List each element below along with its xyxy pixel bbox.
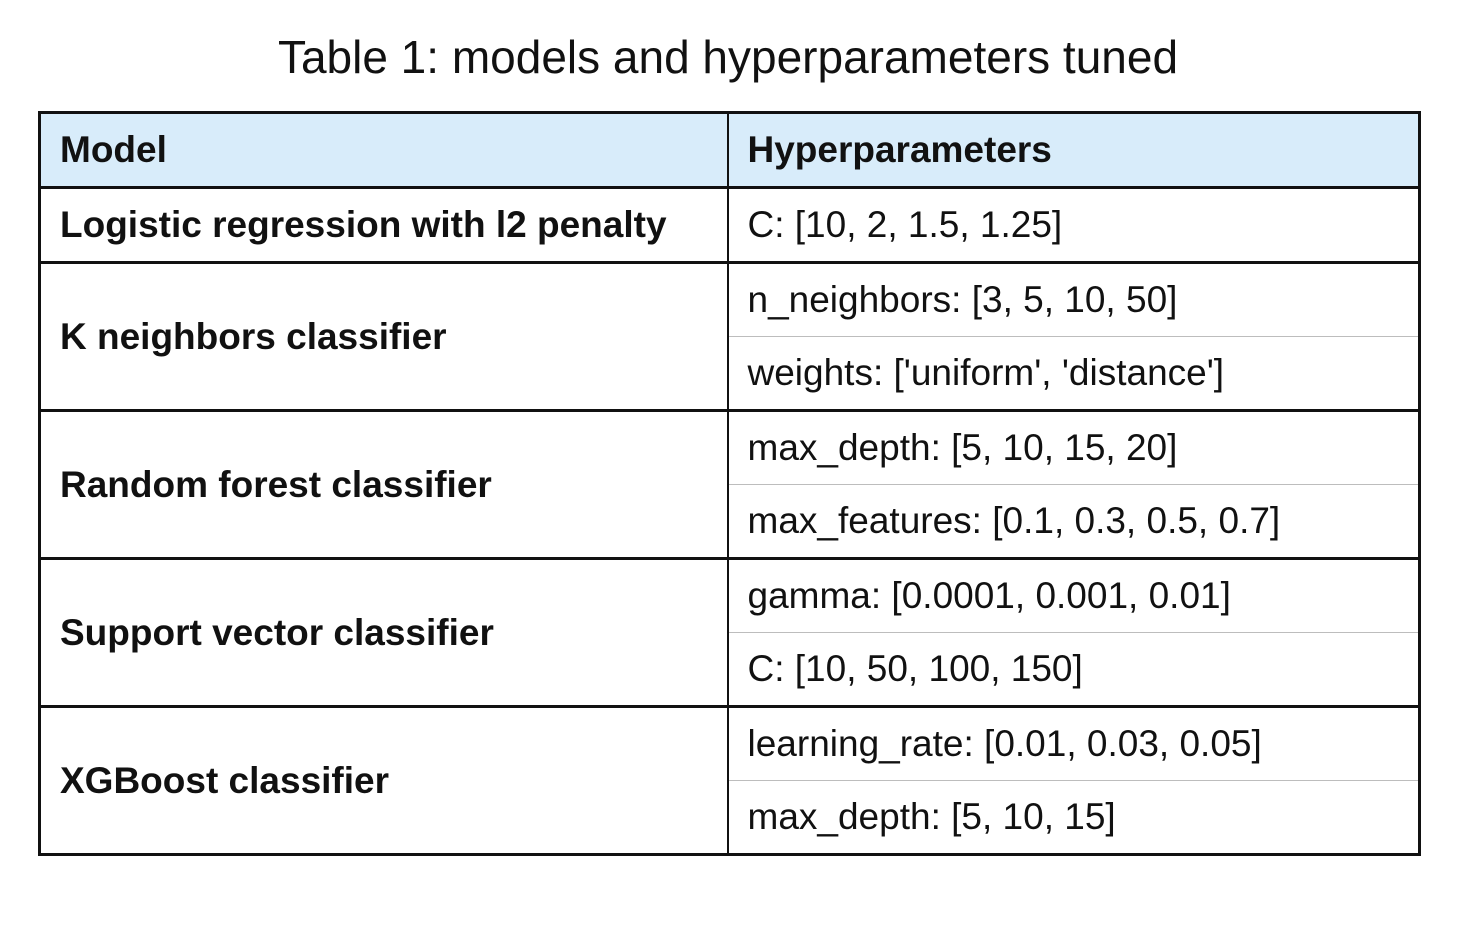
table-header-row: Model Hyperparameters — [39, 112, 1420, 189]
hyperparameter-cell: weights: ['uniform', 'distance'] — [727, 336, 1420, 411]
table-subrow-k-neighbors: weights: ['uniform', 'distance'] — [40, 336, 1420, 411]
column-header-model: Model — [39, 112, 729, 189]
table-row-k-neighbors: K neighbors classifier n_neighbors: [3, … — [39, 261, 1420, 411]
model-name-cell: Random forest classifier — [39, 409, 729, 559]
model-name-cell: Support vector classifier — [39, 557, 729, 707]
hyperparameter-cell: max_depth: [5, 10, 15, 20] — [727, 409, 1420, 485]
hyperparameter-cell: n_neighbors: [3, 5, 10, 50] — [727, 261, 1420, 337]
hyperparameter-cell: C: [10, 2, 1.5, 1.25] — [727, 186, 1420, 263]
column-header-hyperparameters: Hyperparameters — [727, 112, 1420, 189]
models-hyperparameters-table: Model Hyperparameters Logistic regressio… — [38, 111, 1421, 856]
hyperparameter-cell: gamma: [0.0001, 0.001, 0.01] — [727, 557, 1420, 633]
table-row-random-forest: Random forest classifier max_depth: [5, … — [39, 409, 1420, 559]
hyperparameter-cell: learning_rate: [0.01, 0.03, 0.05] — [727, 705, 1420, 781]
table-row-xgboost: XGBoost classifier learning_rate: [0.01,… — [39, 705, 1420, 855]
table-subrow-support-vector: C: [10, 50, 100, 150] — [40, 632, 1420, 707]
table-subrow-random-forest: max_features: [0.1, 0.3, 0.5, 0.7] — [40, 484, 1420, 559]
hyperparameter-cell: C: [10, 50, 100, 150] — [727, 632, 1420, 707]
model-name-cell: Logistic regression with l2 penalty — [39, 186, 729, 263]
table-row-logistic-regression: Logistic regression with l2 penalty C: [… — [39, 186, 1420, 263]
table-subrow-xgboost: max_depth: [5, 10, 15] — [40, 780, 1420, 855]
hyperparameter-cell: max_depth: [5, 10, 15] — [727, 780, 1420, 855]
model-name-cell: K neighbors classifier — [39, 261, 729, 411]
table-row-support-vector: Support vector classifier gamma: [0.0001… — [39, 557, 1420, 707]
table-caption: Table 1: models and hyperparameters tune… — [277, 31, 1179, 83]
model-name-cell: XGBoost classifier — [39, 705, 729, 855]
hyperparameter-cell: max_features: [0.1, 0.3, 0.5, 0.7] — [727, 484, 1420, 559]
